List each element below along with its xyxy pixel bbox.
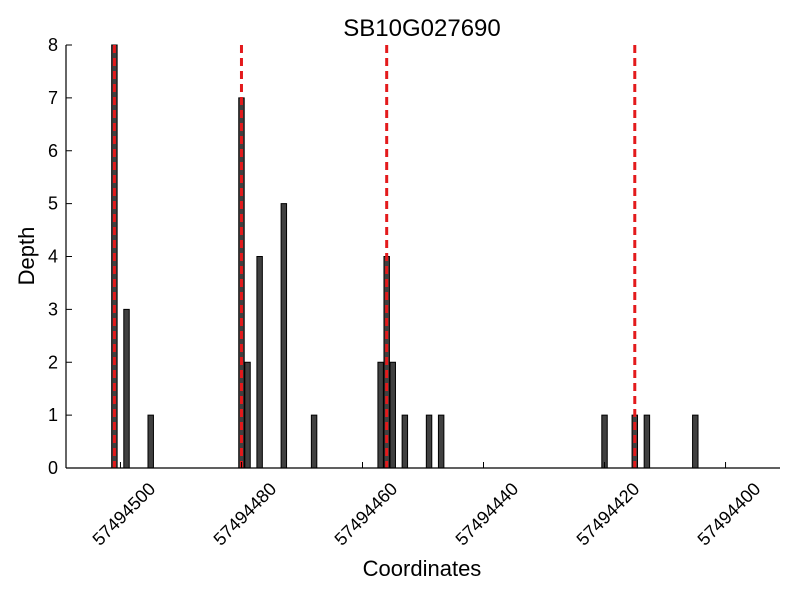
ticks-layer: 0 1 2 3 4 5 6 7 8 57494500 57494480 57494460 5749444… bbox=[48, 35, 764, 549]
depth-bar bbox=[425, 414, 433, 469]
depth-bar bbox=[389, 361, 396, 469]
bars-layer bbox=[111, 44, 699, 469]
reference-lines-layer bbox=[112, 45, 637, 468]
x-tick-label: 57494500 bbox=[89, 479, 160, 550]
y-tick-label: 5 bbox=[48, 194, 58, 214]
x-tick-label: 57494460 bbox=[331, 479, 402, 550]
y-tick-label: 2 bbox=[48, 352, 58, 372]
depth-bar bbox=[692, 414, 699, 469]
y-tick-label: 0 bbox=[48, 458, 58, 478]
depth-bar bbox=[244, 361, 251, 469]
y-tick-label: 1 bbox=[48, 405, 58, 425]
x-axis-label: Coordinates bbox=[363, 556, 482, 581]
depth-bar bbox=[401, 414, 409, 469]
depth-bar bbox=[280, 203, 288, 469]
y-tick-label: 8 bbox=[48, 35, 58, 55]
y-tick-label: 4 bbox=[48, 247, 58, 267]
depth-bar bbox=[643, 414, 651, 469]
x-tick-label: 57494480 bbox=[210, 479, 281, 550]
depth-bar bbox=[437, 414, 445, 469]
y-tick-label: 6 bbox=[48, 141, 58, 161]
chart-title: SB10G027690 bbox=[343, 15, 500, 42]
y-axis-label: Depth bbox=[14, 227, 39, 286]
depth-bar bbox=[310, 414, 318, 469]
x-tick-label: 57494440 bbox=[452, 479, 523, 550]
y-tick-label: 3 bbox=[48, 299, 58, 319]
depth-bar bbox=[377, 361, 384, 469]
y-tick-label: 7 bbox=[48, 88, 58, 108]
depth-bar bbox=[601, 414, 608, 469]
depth-bar bbox=[147, 414, 154, 469]
x-tick-label: 57494420 bbox=[573, 479, 644, 550]
depth-bar bbox=[256, 256, 263, 469]
axes-layer bbox=[65, 45, 780, 469]
depth-bar bbox=[123, 308, 130, 469]
x-tick-label: 57494400 bbox=[694, 479, 765, 550]
